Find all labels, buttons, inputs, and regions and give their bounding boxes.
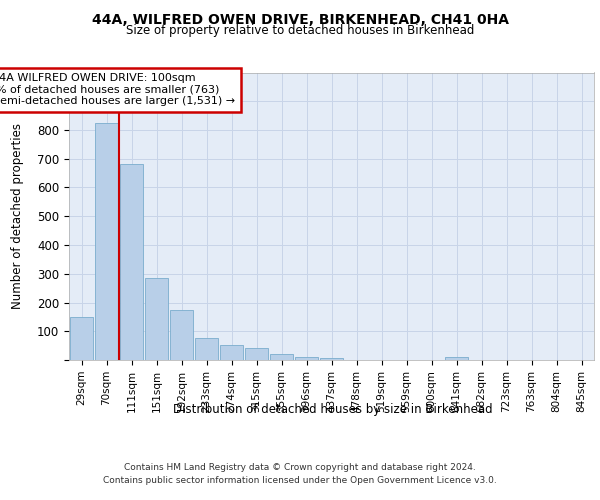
- Text: Distribution of detached houses by size in Birkenhead: Distribution of detached houses by size …: [173, 402, 493, 415]
- Bar: [269, 354, 293, 360]
- Bar: [295, 356, 319, 360]
- Text: 44A, WILFRED OWEN DRIVE, BIRKENHEAD, CH41 0HA: 44A, WILFRED OWEN DRIVE, BIRKENHEAD, CH4…: [91, 12, 509, 26]
- Bar: [95, 123, 118, 360]
- Text: Size of property relative to detached houses in Birkenhead: Size of property relative to detached ho…: [126, 24, 474, 37]
- Bar: [170, 310, 193, 360]
- Bar: [145, 278, 169, 360]
- Bar: [220, 345, 244, 360]
- Bar: [320, 358, 343, 360]
- Bar: [70, 317, 94, 360]
- Y-axis label: Number of detached properties: Number of detached properties: [11, 123, 24, 309]
- Bar: [445, 357, 469, 360]
- Text: Contains public sector information licensed under the Open Government Licence v3: Contains public sector information licen…: [103, 476, 497, 485]
- Bar: [119, 164, 143, 360]
- Bar: [194, 338, 218, 360]
- Text: 44A WILFRED OWEN DRIVE: 100sqm
← 33% of detached houses are smaller (763)
66% of: 44A WILFRED OWEN DRIVE: 100sqm ← 33% of …: [0, 73, 236, 106]
- Bar: [245, 348, 268, 360]
- Text: Contains HM Land Registry data © Crown copyright and database right 2024.: Contains HM Land Registry data © Crown c…: [124, 462, 476, 471]
